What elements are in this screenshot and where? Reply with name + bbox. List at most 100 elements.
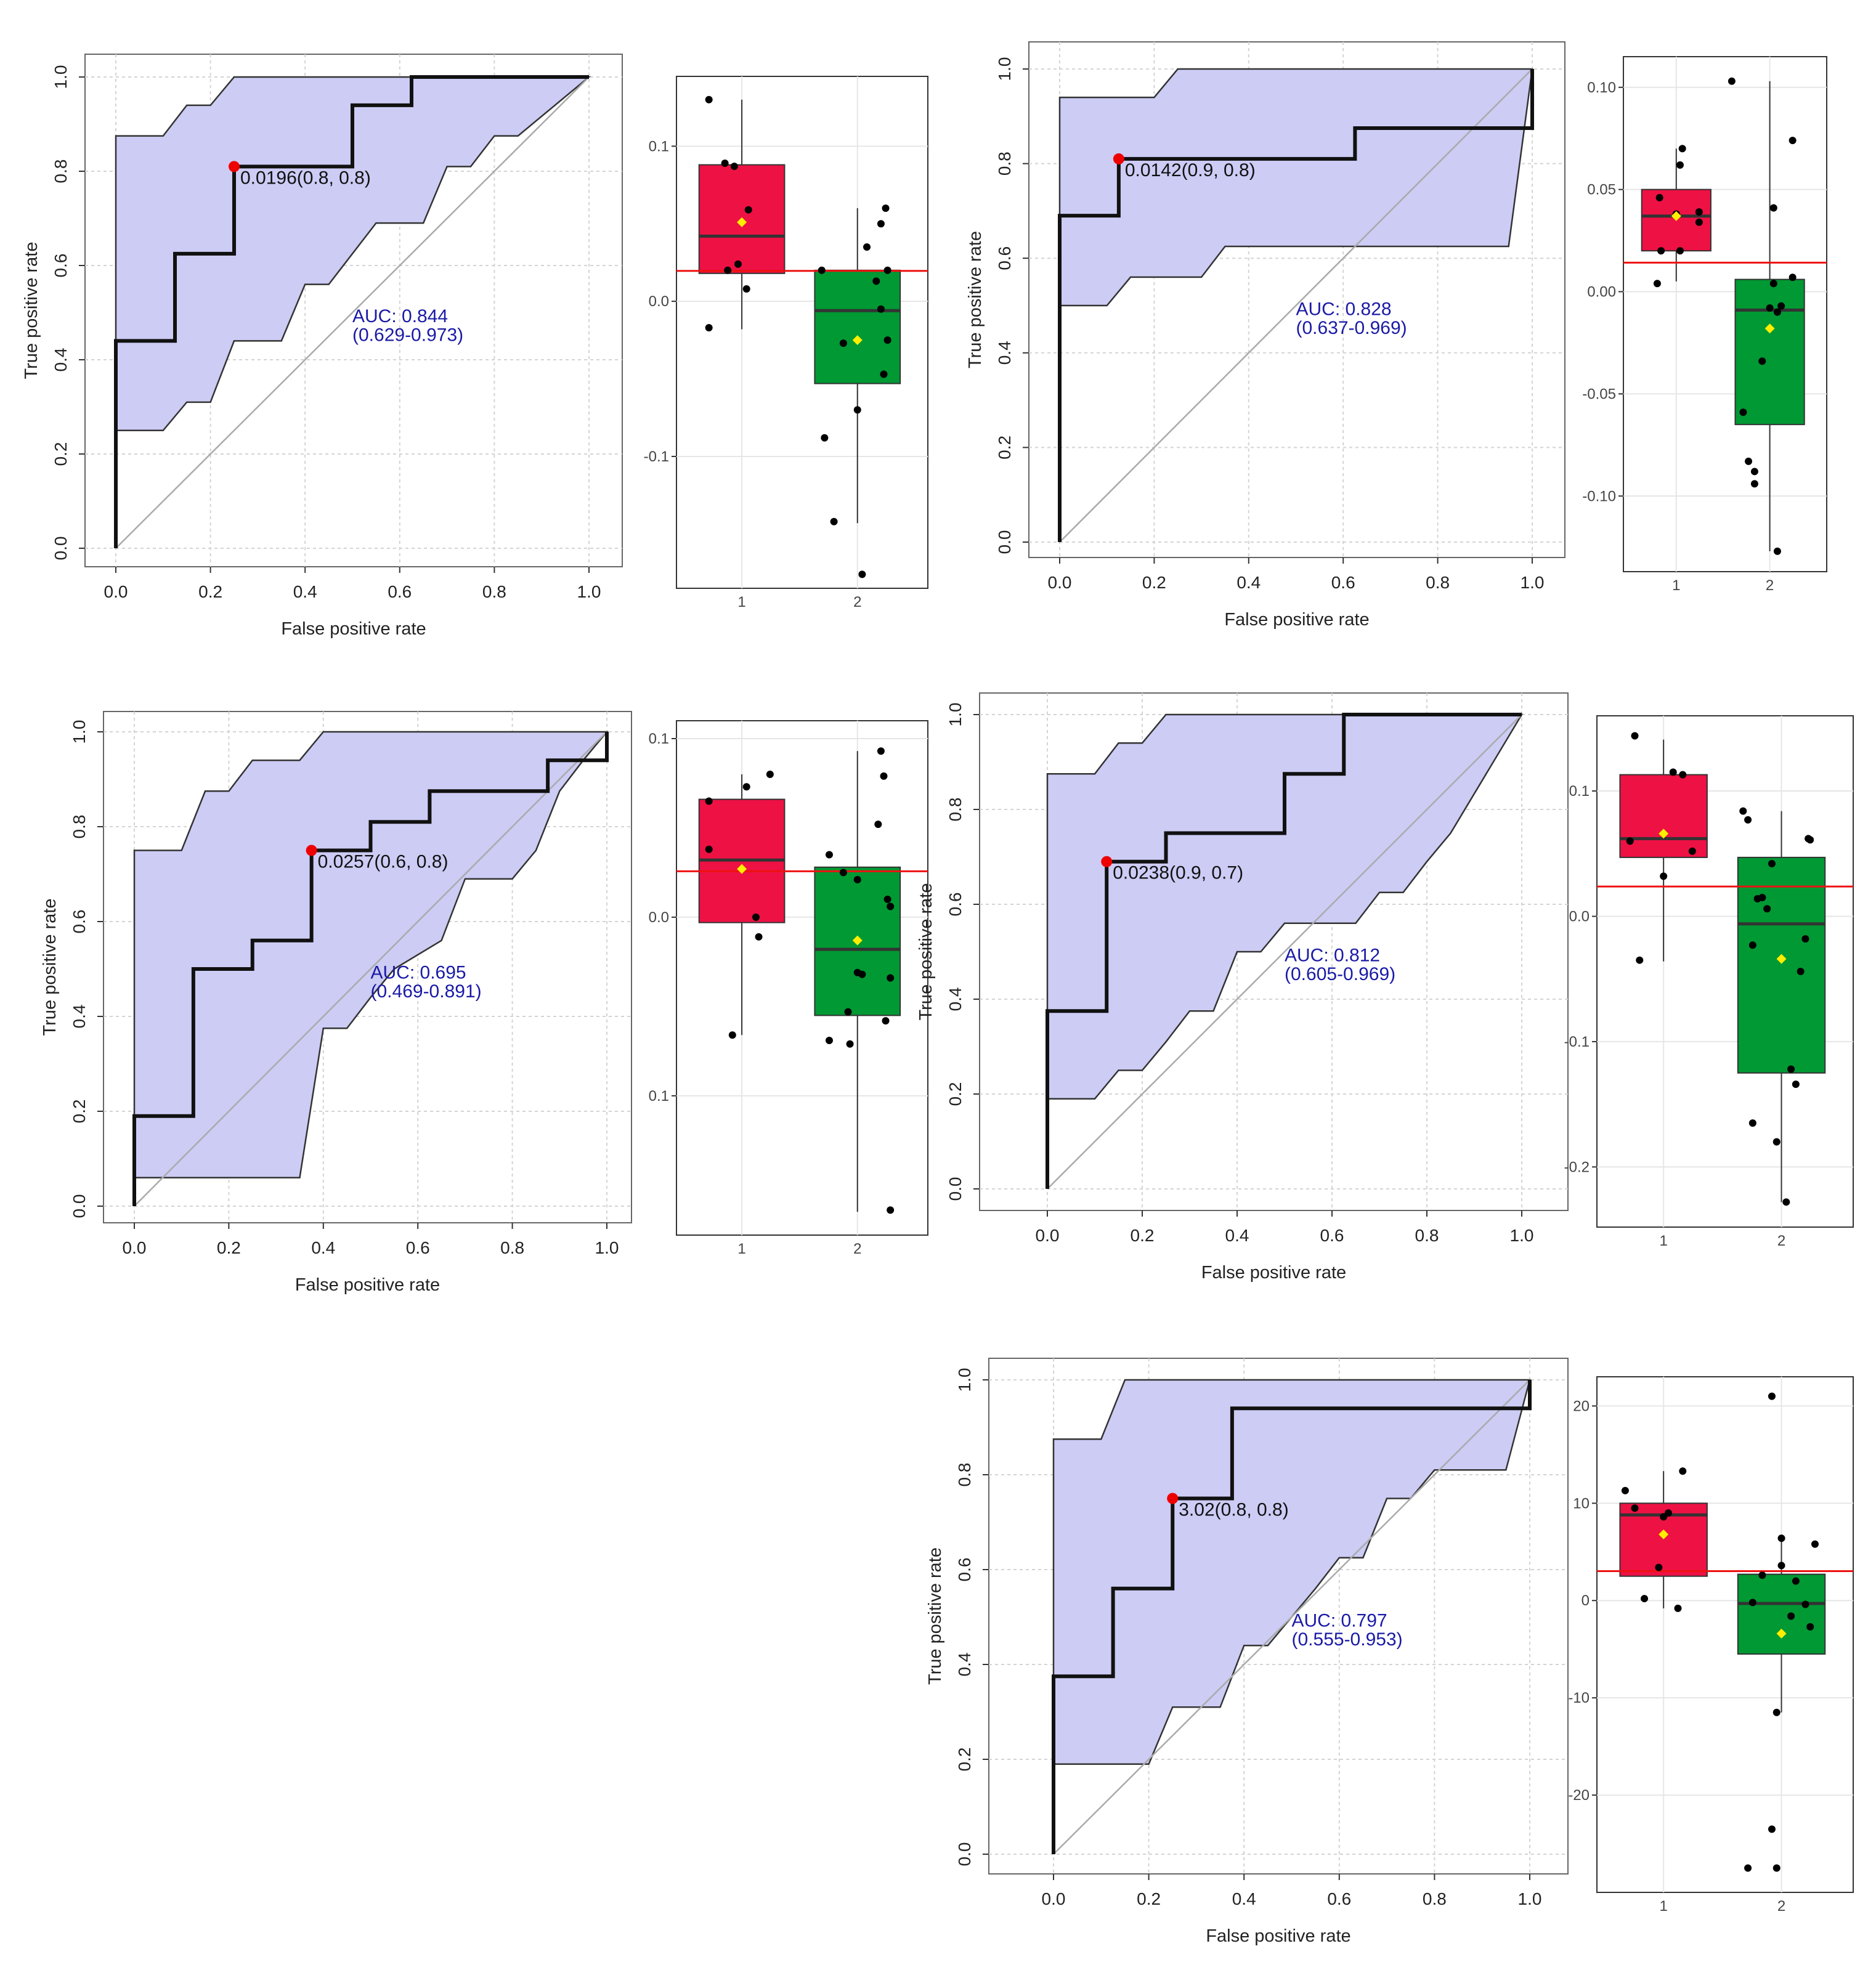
- data-point: [858, 970, 866, 978]
- data-point: [1787, 1612, 1795, 1620]
- x-tick-label: 1.0: [1521, 573, 1545, 592]
- data-point: [877, 747, 885, 755]
- data-point: [1688, 847, 1696, 855]
- y-tick-label: 0.4: [946, 987, 965, 1011]
- data-point: [858, 570, 866, 578]
- auc-label: AUC: 0.812: [1285, 945, 1380, 965]
- y-tick-label: 1.0: [70, 720, 89, 744]
- data-point: [1769, 204, 1777, 212]
- data-point: [1674, 1604, 1682, 1612]
- y-tick-label: 0.8: [51, 160, 70, 184]
- mean-marker: [1671, 211, 1681, 221]
- y-tick-label: 0.6: [995, 246, 1014, 270]
- data-point: [755, 933, 763, 941]
- y-tick-label: 0.0: [51, 537, 70, 561]
- x-tick-label: 1.0: [595, 1238, 619, 1257]
- mean-marker: [1776, 954, 1787, 964]
- data-point: [877, 220, 885, 228]
- box-y-tick-label: 0.0: [649, 293, 669, 310]
- x-tick-label: 0.8: [1415, 1226, 1439, 1245]
- data-point: [1636, 956, 1644, 964]
- data-point: [1769, 280, 1777, 288]
- data-point: [825, 851, 833, 859]
- roc-curve: [1046, 713, 1522, 1189]
- y-tick-label: 1.0: [995, 57, 1014, 81]
- data-point: [1792, 1577, 1800, 1585]
- box-y-tick-label: -0.10: [1582, 488, 1616, 505]
- data-point: [880, 772, 888, 780]
- data-point: [882, 205, 890, 213]
- box-y-tick-label: -10: [1568, 1690, 1590, 1706]
- x-tick-label: 1.0: [1518, 1889, 1542, 1908]
- y-tick-label: 0.4: [955, 1653, 974, 1677]
- roc-plot: 0.0238(0.9, 0.7) AUC: 0.812(0.605-0.969) 0…: [916, 692, 1569, 1283]
- box-y-tick-label: 0.0: [649, 909, 669, 926]
- mean-marker: [852, 935, 863, 946]
- mean-marker: [1776, 1628, 1787, 1639]
- box-y-tick-label: 0.00: [1587, 284, 1616, 301]
- data-point: [883, 895, 891, 903]
- roc-curve: [1052, 1380, 1532, 1854]
- data-point: [1766, 304, 1774, 312]
- data-point: [1758, 893, 1766, 901]
- data-point: [880, 370, 888, 378]
- data-point: [1773, 547, 1781, 555]
- data-point: [1772, 1708, 1781, 1716]
- mean-marker: [852, 335, 863, 346]
- data-point: [1768, 1392, 1776, 1400]
- data-point: [1631, 1504, 1639, 1512]
- data-point: [1777, 1534, 1785, 1542]
- box-x-tick-label: 1: [1672, 577, 1680, 594]
- auc-ci-label: (0.605-0.969): [1285, 964, 1395, 984]
- data-point: [1641, 1595, 1649, 1603]
- data-point: [883, 266, 891, 274]
- mean-marker: [737, 864, 747, 874]
- y-tick-label: 0.2: [51, 442, 70, 466]
- roc-plot: 3.02(0.8, 0.8) AUC: 0.797(0.555-0.953) 0.0…: [925, 1358, 1569, 1946]
- box-y-tick-label: -0.1: [1564, 1034, 1590, 1050]
- cutoff-point: [1113, 153, 1124, 164]
- y-tick-label: 1.0: [51, 65, 70, 89]
- data-point: [839, 339, 847, 347]
- panel-1: 0.0142(0.9, 0.8) AUC: 0.828(0.637-0.969) 0…: [965, 41, 1827, 630]
- x-tick-label: 0.0: [1048, 573, 1072, 592]
- y-tick-label: 0.8: [955, 1463, 974, 1487]
- box-x-tick-label: 2: [1777, 1898, 1785, 1915]
- cutoff-point: [229, 161, 240, 172]
- data-point: [1777, 1562, 1785, 1570]
- y-tick-label: 1.0: [946, 703, 965, 727]
- box-y-tick-label: -0.05: [1582, 386, 1616, 402]
- y-tick-label: 0.2: [946, 1082, 965, 1106]
- data-point: [1789, 137, 1797, 145]
- data-point: [1660, 872, 1668, 880]
- data-point: [1621, 1486, 1629, 1494]
- y-tick-label: 0.4: [70, 1005, 89, 1029]
- data-point: [1811, 1540, 1819, 1548]
- data-point: [734, 260, 742, 268]
- panel-0: 0.0196(0.8, 0.8) AUC: 0.844(0.629-0.973) 0…: [22, 54, 928, 639]
- data-point: [1792, 1080, 1800, 1088]
- box-y-tick-label: 0.10: [1587, 79, 1616, 96]
- data-point: [1772, 1864, 1781, 1872]
- x-tick-label: 0.2: [1131, 1226, 1155, 1245]
- auc-label: AUC: 0.695: [371, 962, 466, 983]
- auc-ci-label: (0.469-0.891): [371, 981, 482, 1002]
- box-y-tick-label: 0.1: [649, 138, 669, 155]
- data-point: [1806, 1623, 1814, 1631]
- y-tick-label: 0.8: [946, 798, 965, 822]
- data-point: [1773, 308, 1781, 316]
- data-point: [1679, 1467, 1687, 1475]
- data-point: [742, 783, 750, 791]
- panel-3: 0.0238(0.9, 0.7) AUC: 0.812(0.605-0.969) 0…: [916, 692, 1854, 1283]
- auc-label: AUC: 0.828: [1296, 299, 1392, 319]
- auc-label: AUC: 0.844: [352, 306, 448, 326]
- y-tick-label: 0.2: [995, 436, 1014, 460]
- auc-ci-label: (0.637-0.969): [1296, 318, 1407, 338]
- data-point: [839, 869, 847, 877]
- box-group-1: [1619, 774, 1708, 858]
- cutoff-label: 0.0142(0.9, 0.8): [1125, 160, 1256, 180]
- y-tick-label: 1.0: [955, 1368, 974, 1392]
- x-tick-label: 0.0: [1036, 1226, 1060, 1245]
- diagonal-reference: [115, 76, 590, 549]
- box-y-tick-label: 0.1: [1569, 783, 1590, 800]
